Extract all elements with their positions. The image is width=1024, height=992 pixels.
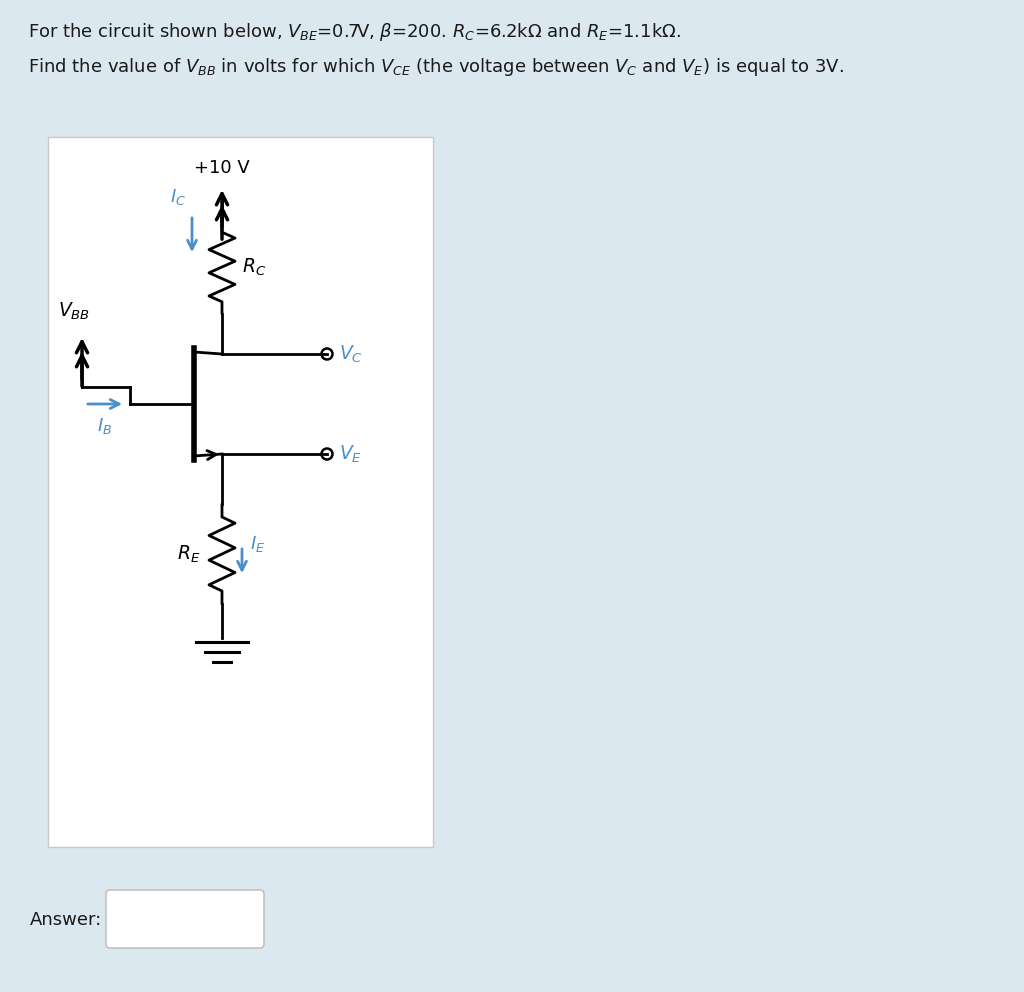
Text: Answer:: Answer: [30,911,102,929]
Text: $I_E$: $I_E$ [250,534,265,554]
Text: $I_B$: $I_B$ [97,416,113,436]
Text: $R_C$: $R_C$ [242,256,266,278]
Text: Find the value of $V_{BB}$ in volts for which $V_{CE}$ (the voltage between $V_C: Find the value of $V_{BB}$ in volts for … [28,56,844,78]
Text: $V_E$: $V_E$ [339,443,362,464]
FancyBboxPatch shape [106,890,264,948]
FancyBboxPatch shape [48,137,433,847]
Text: $I_C$: $I_C$ [170,187,186,207]
Text: For the circuit shown below, $V_{BE}$=0.7V, $\beta$=200. $R_C$=6.2k$\Omega$ and : For the circuit shown below, $V_{BE}$=0.… [28,21,681,43]
Text: $V_{BB}$: $V_{BB}$ [58,301,90,322]
Text: $R_E$: $R_E$ [177,544,200,564]
Text: $V_C$: $V_C$ [339,343,362,365]
Text: +10 V: +10 V [195,159,250,177]
